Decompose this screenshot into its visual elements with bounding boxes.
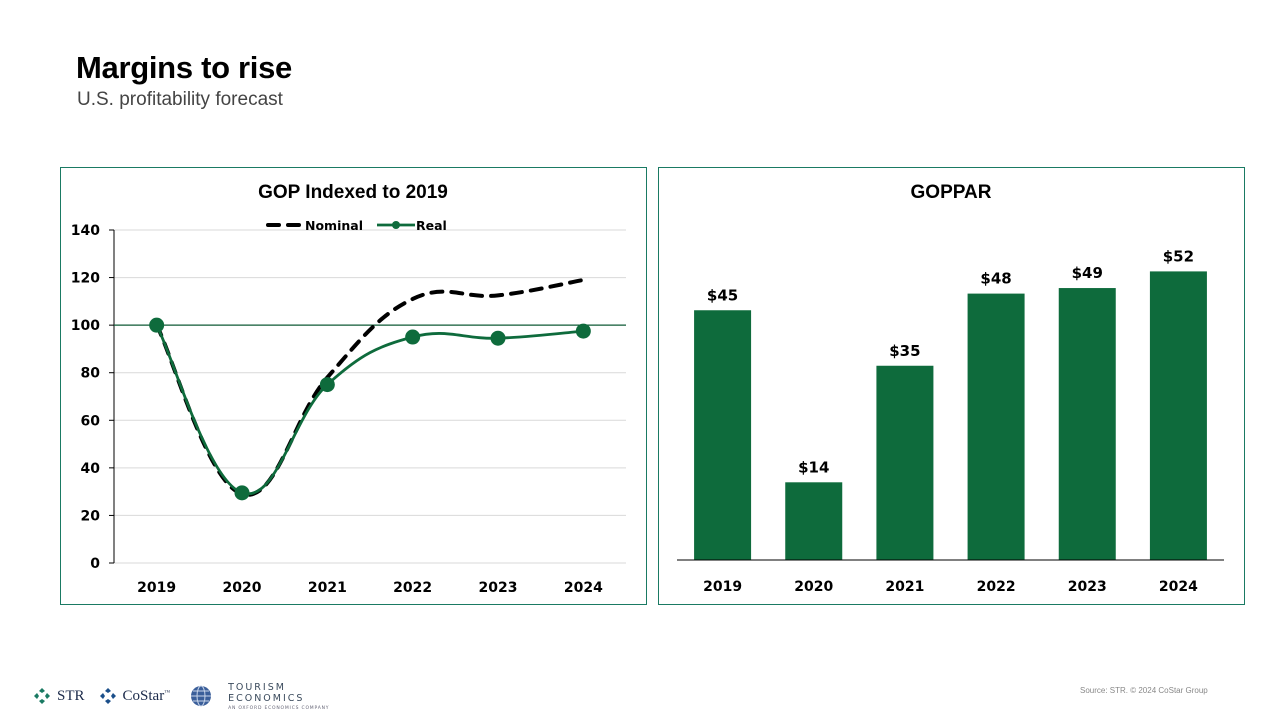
x-tick-label: 2019 xyxy=(137,580,176,596)
bar xyxy=(694,310,752,560)
y-tick-label: 60 xyxy=(81,413,101,429)
bar xyxy=(876,365,934,560)
bar-data-label: $35 xyxy=(889,342,920,360)
tourism-sub: AN OXFORD ECONOMICS COMPANY xyxy=(228,705,330,711)
costar-tm: ™ xyxy=(164,689,171,696)
tourism-line1: TOURISM xyxy=(228,681,286,693)
bar xyxy=(785,482,843,560)
costar-logo-icon xyxy=(99,688,116,704)
goppar-chart-panel: GOPPAR $45 2019 $14 2020 $35 2021 $48 2022 $49 202… xyxy=(658,167,1245,605)
y-tick-label: 20 xyxy=(81,508,101,524)
gop-index-chart: GOP Indexed to 2019 0 20 40 60 80 100 120 140 201… xyxy=(71,182,626,596)
bar-data-label: $48 xyxy=(980,270,1011,288)
source-note: Source: STR. © 2024 CoStar Group xyxy=(1080,686,1208,695)
footer-logos: STR CoStar™ TOURISM ECONOMICS AN OXFORD … xyxy=(33,680,329,712)
y-tick-label: 140 xyxy=(71,223,100,239)
bar-data-label: $49 xyxy=(1072,264,1103,282)
x-tick-label: 2024 xyxy=(564,580,603,596)
costar-logo-text: CoStar™ xyxy=(123,688,171,705)
x-tick-label: 2023 xyxy=(479,580,518,596)
x-tick-label: 2022 xyxy=(977,579,1016,595)
tourism-economics-logo: TOURISM ECONOMICS AN OXFORD ECONOMICS CO… xyxy=(228,682,329,711)
real-point xyxy=(319,377,335,393)
real-point xyxy=(490,330,506,346)
legend-marker-real xyxy=(392,221,400,229)
bar-data-label: $45 xyxy=(707,286,738,304)
str-logo-text: STR xyxy=(57,687,85,704)
x-tick-label: 2022 xyxy=(393,580,432,596)
y-tick-label: 120 xyxy=(71,271,100,287)
series-line-real xyxy=(155,324,584,496)
series-line-nominal xyxy=(154,277,586,497)
chart-title: GOP Indexed to 2019 xyxy=(258,182,448,203)
y-tick-label: 0 xyxy=(90,556,100,572)
str-logo-icon xyxy=(34,688,50,704)
bar-data-label: $14 xyxy=(798,458,829,476)
bar xyxy=(1149,271,1207,560)
real-point xyxy=(234,485,250,501)
x-tick-label: 2021 xyxy=(885,579,924,595)
page-title: Margins to rise xyxy=(76,50,292,85)
x-tick-label: 2020 xyxy=(794,579,833,595)
x-tick-label: 2019 xyxy=(703,579,742,595)
x-tick-label: 2021 xyxy=(308,580,347,596)
bar-data-label: $52 xyxy=(1163,247,1194,265)
globe-icon xyxy=(191,685,212,707)
goppar-chart: GOPPAR $45 2019 $14 2020 $35 2021 $48 2022 $49 202… xyxy=(677,182,1224,595)
bar xyxy=(1058,288,1116,560)
bar xyxy=(967,293,1025,560)
page-subtitle: U.S. profitability forecast xyxy=(77,89,283,110)
y-tick-label: 100 xyxy=(71,318,100,334)
gop-index-chart-panel: GOP Indexed to 2019 0 20 40 60 80 100 120 140 201… xyxy=(60,167,647,605)
chart-title: GOPPAR xyxy=(911,182,992,203)
real-point xyxy=(405,329,421,345)
legend-label-nominal: Nominal xyxy=(305,218,363,233)
y-tick-label: 40 xyxy=(81,461,101,477)
costar-name: CoStar xyxy=(122,687,165,704)
x-tick-label: 2020 xyxy=(223,580,262,596)
x-tick-label: 2024 xyxy=(1159,579,1198,595)
x-tick-label: 2023 xyxy=(1068,579,1107,595)
real-point xyxy=(149,317,165,333)
legend-label-real: Real xyxy=(416,218,447,233)
y-tick-label: 80 xyxy=(81,366,101,382)
tourism-line2: ECONOMICS xyxy=(228,692,305,704)
real-point xyxy=(575,323,591,339)
